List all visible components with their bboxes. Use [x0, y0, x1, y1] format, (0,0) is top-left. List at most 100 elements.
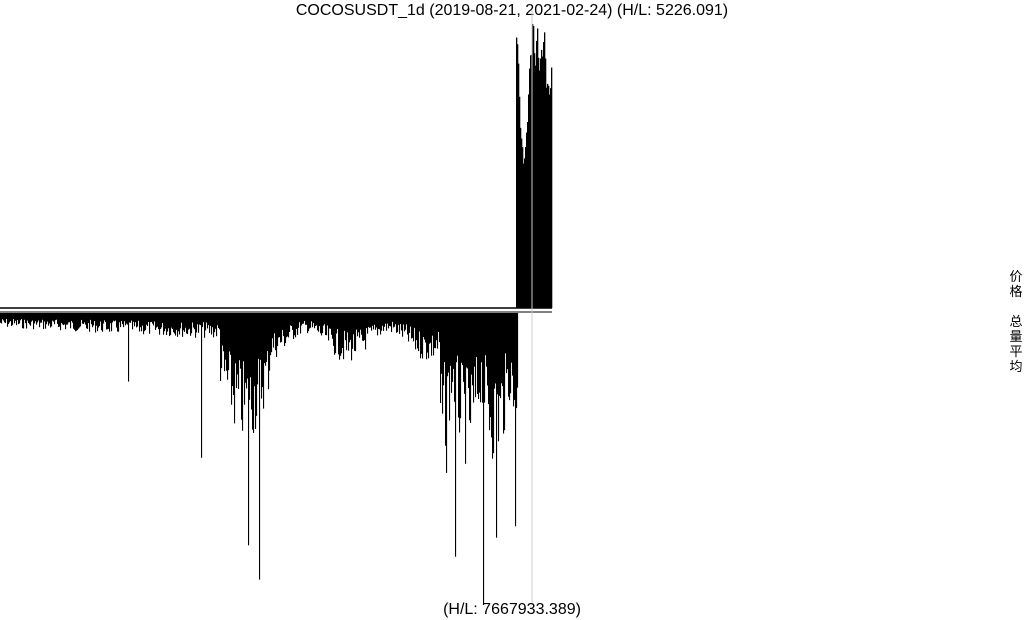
volume-bar: [200, 313, 202, 326]
volume-bar: [128, 313, 130, 382]
volume-bar: [435, 313, 437, 349]
volume-bar: [357, 313, 359, 337]
volume-bar: [304, 313, 306, 321]
volume-bar: [43, 313, 45, 330]
volume-bar: [383, 313, 385, 331]
volume-bars: [0, 313, 519, 605]
volume-bar: [259, 313, 261, 580]
volume-bar: [266, 313, 268, 362]
volume-bar: [432, 313, 434, 336]
volume-bar: [62, 313, 64, 325]
volume-bar: [203, 313, 205, 323]
volume-bar: [427, 313, 429, 353]
volume-bar: [233, 313, 235, 396]
volume-bar: [4, 313, 6, 323]
volume-bar: [349, 313, 351, 343]
side-label-char: 均: [1009, 360, 1023, 375]
volume-bar: [459, 313, 461, 433]
price-bar: [519, 96, 521, 309]
price-bar: [549, 94, 551, 308]
volume-bar: [249, 313, 251, 400]
volume-bar: [409, 313, 411, 333]
volume-bar: [377, 313, 379, 336]
volume-bar: [421, 313, 423, 354]
price-bar: [532, 24, 534, 309]
volume-bar: [464, 313, 466, 394]
volume-bar: [475, 313, 477, 398]
side-label-char: 总: [1009, 315, 1023, 330]
volume-bar: [175, 313, 177, 336]
price-bar: [547, 83, 549, 309]
volume-bar: [495, 313, 497, 384]
volume-bar: [166, 313, 168, 335]
volume-bar: [171, 313, 173, 328]
volume-bar: [489, 313, 491, 431]
volume-bar: [351, 313, 353, 361]
volume-bar: [485, 313, 487, 356]
volume-bar: [441, 313, 443, 374]
volume-bar: [460, 313, 462, 419]
volume-bar: [333, 313, 335, 346]
volume-bar: [245, 313, 247, 383]
volume-bar: [393, 313, 395, 328]
volume-bar: [89, 313, 91, 332]
volume-bar: [192, 313, 194, 323]
volume-bar: [159, 313, 161, 335]
volume-bar: [139, 313, 141, 332]
volume-bar: [443, 313, 445, 386]
price-bar: [530, 55, 532, 308]
volume-bar: [476, 313, 478, 358]
price-bar: [548, 85, 550, 308]
price-bar: [529, 68, 531, 308]
volume-bar: [118, 313, 120, 332]
volume-bar: [418, 313, 420, 352]
volume-bar: [281, 313, 283, 343]
volume-bar: [368, 313, 370, 327]
volume-bar: [37, 313, 39, 323]
volume-bar: [17, 313, 19, 321]
volume-bar: [467, 313, 469, 369]
volume-bar: [98, 313, 100, 328]
volume-bar: [504, 313, 506, 431]
price-bar: [551, 67, 553, 308]
volume-bar: [382, 313, 384, 326]
volume-bar: [261, 313, 263, 399]
volume-bar: [236, 313, 238, 388]
volume-bar: [199, 313, 201, 325]
volume-bar: [313, 313, 315, 324]
volume-bar: [61, 313, 63, 324]
volume-bar: [458, 313, 460, 418]
volume-bar: [424, 313, 426, 340]
volume-bar: [513, 313, 515, 407]
volume-bar: [49, 313, 51, 324]
volume-bar: [97, 313, 99, 332]
volume-bar: [369, 313, 371, 328]
volume-bar: [272, 313, 274, 339]
volume-bar: [59, 313, 61, 327]
volume-bar: [189, 313, 191, 329]
volume-bar: [437, 313, 439, 349]
volume-bar: [456, 313, 458, 363]
volume-bar: [36, 313, 38, 325]
volume-bar: [78, 313, 80, 329]
volume-bar: [186, 313, 188, 334]
volume-bar: [355, 313, 357, 352]
volume-bar: [444, 313, 446, 363]
volume-bar: [55, 313, 57, 321]
volume-bar: [35, 313, 37, 322]
volume-bar: [92, 313, 94, 328]
volume-bar: [161, 313, 163, 328]
volume-bar: [216, 313, 218, 337]
volume-bar: [20, 313, 22, 321]
volume-bar: [472, 313, 474, 386]
volume-bar: [150, 313, 152, 323]
volume-bar: [268, 313, 270, 390]
volume-bar: [306, 313, 308, 325]
volume-bar: [193, 313, 195, 328]
volume-bar: [184, 313, 186, 332]
volume-bar: [322, 313, 324, 333]
volume-bar: [83, 313, 85, 325]
volume-bar: [338, 313, 340, 355]
volume-bar: [276, 313, 278, 357]
